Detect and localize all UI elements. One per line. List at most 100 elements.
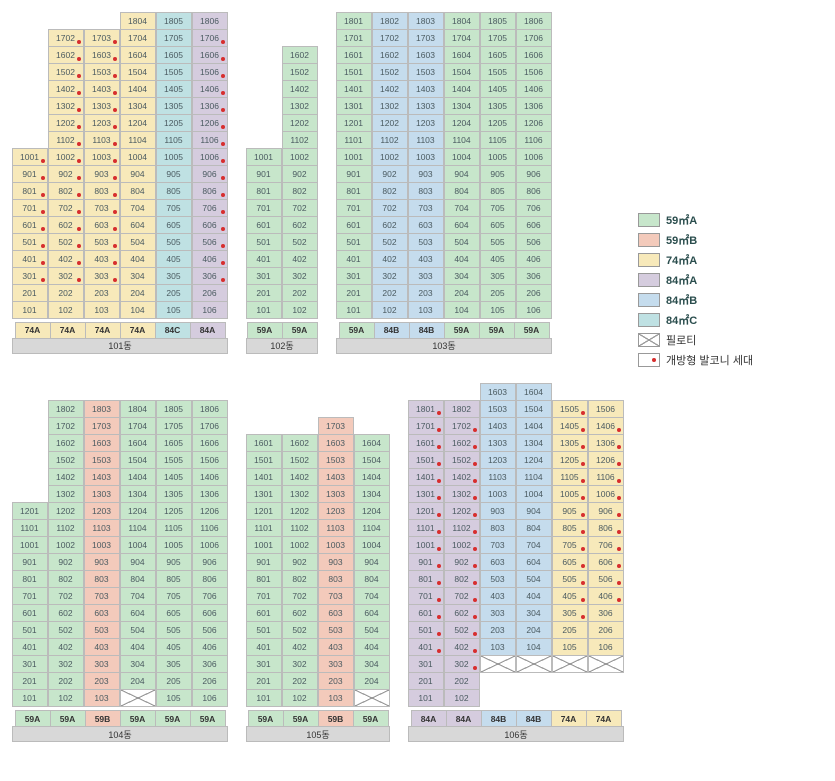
unit-cell: 702 [372, 199, 408, 217]
building-105동: 1703160116021603160415011502150315041401… [246, 418, 390, 743]
unit-cell: 301 [12, 655, 48, 673]
unit-cell: 903 [408, 165, 444, 183]
unit-cell: 1704 [444, 29, 480, 47]
unit-cell: 1506 [192, 451, 228, 469]
unit-cell: 1104 [120, 519, 156, 537]
unit-cell: 403 [480, 587, 516, 605]
unit-cell [552, 672, 588, 690]
unit-cell: 804 [120, 570, 156, 588]
unit-cell: 101 [12, 689, 48, 707]
unit-cell: 804 [120, 182, 156, 200]
unit-cell: 604 [120, 216, 156, 234]
unit-cell: 1402 [48, 468, 84, 486]
unit-cell: 805 [552, 519, 588, 537]
unit-cell: 702 [48, 199, 84, 217]
unit-cell: 406 [192, 250, 228, 268]
unit-cell: 202 [282, 672, 318, 690]
unit-cell: 206 [192, 284, 228, 302]
unit-cell [12, 434, 48, 452]
unit-cell: 403 [408, 250, 444, 268]
unit-cell: 1002 [48, 148, 84, 166]
unit-cell: 1802 [48, 400, 84, 418]
unit-cell: 1001 [408, 536, 444, 554]
unit-cell: 1704 [120, 417, 156, 435]
legend-item: 74㎡A [638, 252, 753, 268]
unit-cell: 603 [84, 216, 120, 234]
unit-cell: 206 [588, 621, 624, 639]
unit-cell: 406 [516, 250, 552, 268]
unit-cell: 906 [516, 165, 552, 183]
unit-cell: 1001 [12, 148, 48, 166]
unit-cell [588, 689, 624, 707]
unit-cell: 802 [444, 570, 480, 588]
unit-cell: 1104 [516, 468, 552, 486]
unit-cell: 604 [354, 604, 390, 622]
unit-cell: 806 [516, 182, 552, 200]
unit-cell: 706 [192, 199, 228, 217]
type-cell: 59A [50, 710, 86, 727]
unit-cell: 1602 [48, 434, 84, 452]
unit-cell: 401 [336, 250, 372, 268]
unit-cell: 1506 [192, 63, 228, 81]
unit-cell: 1603 [408, 46, 444, 64]
unit-cell [588, 672, 624, 690]
unit-cell: 1804 [444, 12, 480, 30]
unit-cell: 1705 [156, 29, 192, 47]
unit-cell: 1002 [48, 536, 84, 554]
unit-cell: 706 [516, 199, 552, 217]
unit-cell: 1003 [84, 536, 120, 554]
unit-cell: 1603 [318, 434, 354, 452]
unit-cell: 101 [408, 689, 444, 707]
unit-cell: 406 [588, 587, 624, 605]
unit-cell: 504 [444, 233, 480, 251]
unit-cell: 204 [120, 672, 156, 690]
unit-cell: 903 [84, 553, 120, 571]
unit-cell: 402 [282, 250, 318, 268]
unit-cell: 605 [156, 604, 192, 622]
type-row: 59A59A59B59A59A59A [15, 711, 225, 727]
type-row: 59A59A [247, 322, 317, 338]
unit-cell: 1504 [120, 451, 156, 469]
unit-cell: 601 [408, 604, 444, 622]
unit-cell: 906 [192, 553, 228, 571]
legend-item: 59㎡A [638, 212, 753, 228]
unit-cell: 703 [318, 587, 354, 605]
unit-cell: 1503 [480, 400, 516, 418]
building-row: 1802180318041805180617021703170417051706… [12, 384, 624, 743]
unit-cell [12, 80, 48, 98]
unit-cell: 105 [552, 638, 588, 656]
unit-cell: 1701 [336, 29, 372, 47]
unit-cell: 602 [444, 604, 480, 622]
unit-cell: 704 [444, 199, 480, 217]
unit-cell [12, 451, 48, 469]
unit-cell: 503 [84, 233, 120, 251]
unit-cell: 202 [444, 672, 480, 690]
unit-cell: 904 [354, 553, 390, 571]
unit-cell: 1002 [282, 536, 318, 554]
legend-label: 59㎡B [666, 232, 697, 248]
unit-cell: 1403 [408, 80, 444, 98]
legend-swatch [638, 293, 660, 307]
unit-cell: 1304 [120, 485, 156, 503]
unit-cell [12, 46, 48, 64]
unit-cell: 1305 [552, 434, 588, 452]
unit-cell: 305 [552, 604, 588, 622]
unit-cell: 501 [246, 621, 282, 639]
unit-cell: 705 [480, 199, 516, 217]
unit-cell: 801 [12, 182, 48, 200]
unit-cell: 602 [282, 604, 318, 622]
unit-cell: 702 [282, 199, 318, 217]
unit-cell: 1504 [120, 63, 156, 81]
unit-cell: 1302 [48, 485, 84, 503]
building-name: 102동 [246, 338, 318, 354]
unit-cell: 503 [84, 621, 120, 639]
unit-cell: 601 [246, 216, 282, 234]
unit-cell: 104 [120, 301, 156, 319]
unit-cell: 204 [516, 621, 552, 639]
type-cell: 59B [85, 710, 121, 727]
legend-label: 84㎡B [666, 292, 697, 308]
unit-cell: 803 [84, 182, 120, 200]
unit-cell: 1705 [156, 417, 192, 435]
unit-cell: 1102 [48, 131, 84, 149]
unit-cell: 306 [588, 604, 624, 622]
